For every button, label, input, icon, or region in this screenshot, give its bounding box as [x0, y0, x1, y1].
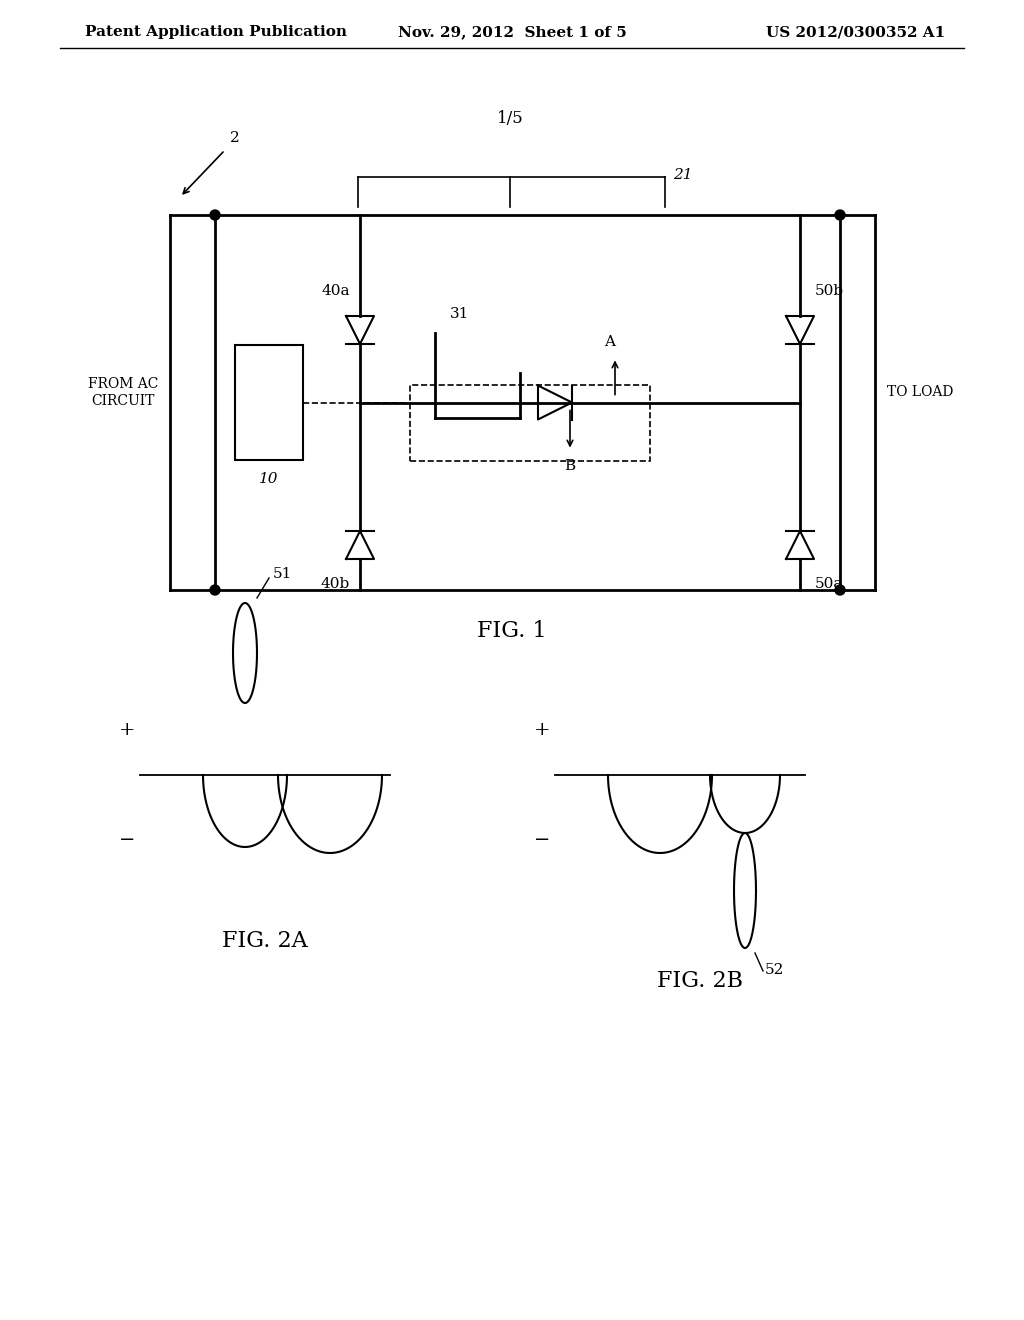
Text: A: A: [604, 335, 615, 350]
Text: 50b: 50b: [815, 284, 844, 298]
Text: 52: 52: [765, 964, 784, 977]
Text: FIG. 1: FIG. 1: [477, 620, 547, 642]
Text: Patent Application Publication: Patent Application Publication: [85, 25, 347, 40]
Text: Nov. 29, 2012  Sheet 1 of 5: Nov. 29, 2012 Sheet 1 of 5: [397, 25, 627, 40]
Text: 31: 31: [450, 306, 469, 321]
Text: US 2012/0300352 A1: US 2012/0300352 A1: [766, 25, 945, 40]
Text: 40b: 40b: [321, 577, 350, 591]
Text: 51: 51: [273, 568, 293, 581]
Text: −: −: [534, 832, 550, 849]
Text: 40a: 40a: [322, 284, 350, 298]
Text: 1/5: 1/5: [497, 110, 523, 127]
Text: FIG. 2A: FIG. 2A: [222, 931, 308, 952]
Circle shape: [835, 210, 845, 220]
Bar: [234, 345, 303, 459]
Text: 2: 2: [230, 131, 240, 145]
Text: FIG. 2B: FIG. 2B: [657, 970, 743, 993]
Text: 21: 21: [673, 168, 692, 182]
Text: −: −: [119, 832, 135, 849]
Text: +: +: [534, 721, 550, 739]
Bar: [410, 384, 650, 461]
Text: TO LOAD: TO LOAD: [887, 385, 953, 400]
Text: FROM AC
CIRCUIT: FROM AC CIRCUIT: [88, 378, 158, 408]
Circle shape: [210, 585, 220, 595]
Text: +: +: [119, 721, 135, 739]
Text: B: B: [564, 458, 575, 473]
Circle shape: [835, 585, 845, 595]
Text: 10: 10: [259, 473, 279, 486]
Text: 50a: 50a: [815, 577, 844, 591]
Circle shape: [210, 210, 220, 220]
